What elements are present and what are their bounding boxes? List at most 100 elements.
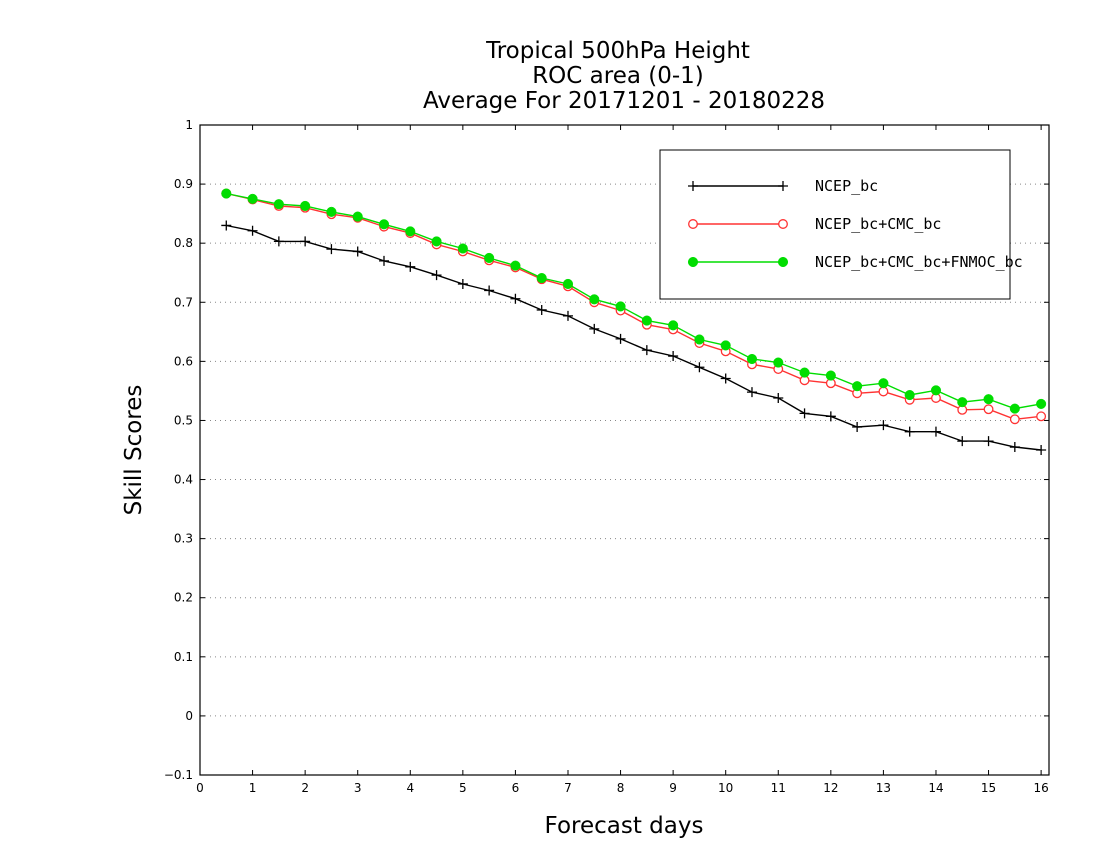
data-point xyxy=(247,225,258,236)
chart-title: Tropical 500hPa Height xyxy=(485,38,750,64)
axis-ticks: −0.100.10.20.30.40.50.60.70.80.910 1 2 3 4 5 6… xyxy=(164,118,1049,795)
data-point xyxy=(1009,442,1020,453)
x-tick-label: 11 xyxy=(771,781,786,795)
legend-marker xyxy=(778,219,788,229)
data-point xyxy=(562,310,573,321)
data-point xyxy=(405,261,416,272)
y-tick-label: 0 xyxy=(185,709,193,723)
y-tick-label: 1 xyxy=(185,118,193,132)
data-point xyxy=(536,272,547,284)
x-tick-label: 6 xyxy=(512,781,520,795)
data-point xyxy=(799,408,810,419)
x-tick-label: 10 xyxy=(718,781,733,795)
y-tick-label: 0.7 xyxy=(174,295,193,309)
data-point xyxy=(904,389,915,401)
data-point xyxy=(720,340,731,351)
data-point xyxy=(300,200,311,212)
x-tick-label: 14 xyxy=(928,781,943,795)
data-point xyxy=(615,333,626,344)
data-point xyxy=(668,351,679,362)
legend-marker xyxy=(778,181,788,191)
y-tick-label: −0.1 xyxy=(164,768,193,782)
data-point xyxy=(326,244,337,255)
legend-entry-1: NCEP_bc xyxy=(688,177,878,195)
data-point xyxy=(878,420,889,431)
y-tick-label: 0.4 xyxy=(174,473,193,487)
series-line xyxy=(226,224,1042,451)
series-3 xyxy=(221,188,1047,414)
data-point xyxy=(457,278,468,289)
y-tick-label: 0.3 xyxy=(174,532,193,546)
x-tick-label: 2 xyxy=(301,781,309,795)
data-series xyxy=(221,188,1047,455)
series-1 xyxy=(221,220,1047,455)
data-point xyxy=(589,294,600,305)
y-axis-title: Skill Scores xyxy=(121,385,147,516)
data-point xyxy=(930,385,942,396)
x-tick-label: 3 xyxy=(354,781,362,795)
legend-label: NCEP_bc xyxy=(815,177,878,195)
data-point xyxy=(930,426,941,437)
data-point xyxy=(273,199,284,210)
data-point xyxy=(773,357,784,368)
data-point xyxy=(694,334,705,345)
data-point xyxy=(720,373,731,384)
data-point xyxy=(405,226,416,237)
data-point xyxy=(352,246,363,257)
data-point xyxy=(221,220,232,231)
data-point xyxy=(641,345,652,356)
x-tick-label: 4 xyxy=(406,781,414,795)
data-point xyxy=(615,301,626,312)
legend-marker xyxy=(687,256,699,268)
data-point xyxy=(300,236,311,247)
data-point xyxy=(484,285,495,296)
data-point xyxy=(510,260,521,271)
data-point xyxy=(983,436,994,447)
legend-label: NCEP_bc+CMC_bc+FNMOC_bc xyxy=(815,253,1023,271)
y-tick-label: 0.8 xyxy=(174,236,193,250)
data-point xyxy=(957,397,968,408)
x-tick-label: 5 xyxy=(459,781,467,795)
x-tick-label: 7 xyxy=(564,781,572,795)
data-point xyxy=(378,219,390,230)
data-point xyxy=(484,252,495,264)
legend-marker xyxy=(688,219,698,229)
data-point xyxy=(852,421,863,432)
legend-entry-2: NCEP_bc+CMC_bc xyxy=(688,215,941,233)
data-point xyxy=(983,404,994,415)
x-tick-label: 8 xyxy=(617,781,625,795)
data-point xyxy=(378,255,389,266)
x-tick-label: 0 xyxy=(196,781,204,795)
data-point xyxy=(1036,398,1047,409)
data-point xyxy=(957,436,968,447)
data-point xyxy=(878,386,889,397)
data-point xyxy=(746,353,758,365)
x-tick-label: 1 xyxy=(249,781,257,795)
data-point xyxy=(983,394,994,405)
x-axis-title: Forecast days xyxy=(545,813,704,839)
data-point xyxy=(457,243,468,254)
chart-period: Average For 20171201 - 20180228 xyxy=(423,88,825,114)
data-point xyxy=(878,378,889,389)
data-point xyxy=(694,362,705,373)
data-point xyxy=(510,293,521,304)
data-point xyxy=(431,236,442,247)
data-point xyxy=(589,323,600,334)
data-point xyxy=(1036,411,1047,422)
data-point xyxy=(431,270,442,281)
data-point xyxy=(904,426,915,437)
data-point xyxy=(641,315,652,326)
x-tick-label: 15 xyxy=(981,781,996,795)
y-tick-label: 0.6 xyxy=(174,354,193,368)
legend: NCEP_bc NCEP_bc+CMC_bc NCEP_bc+CMC_bc+FNMO… xyxy=(659,149,1023,300)
x-tick-label: 13 xyxy=(876,781,891,795)
data-point xyxy=(536,304,547,315)
x-tick-label: 16 xyxy=(1033,781,1048,795)
data-point xyxy=(799,367,810,378)
data-point xyxy=(825,370,836,381)
data-point xyxy=(773,393,784,403)
legend-marker xyxy=(688,181,698,191)
y-tick-label: 0.5 xyxy=(174,413,193,427)
